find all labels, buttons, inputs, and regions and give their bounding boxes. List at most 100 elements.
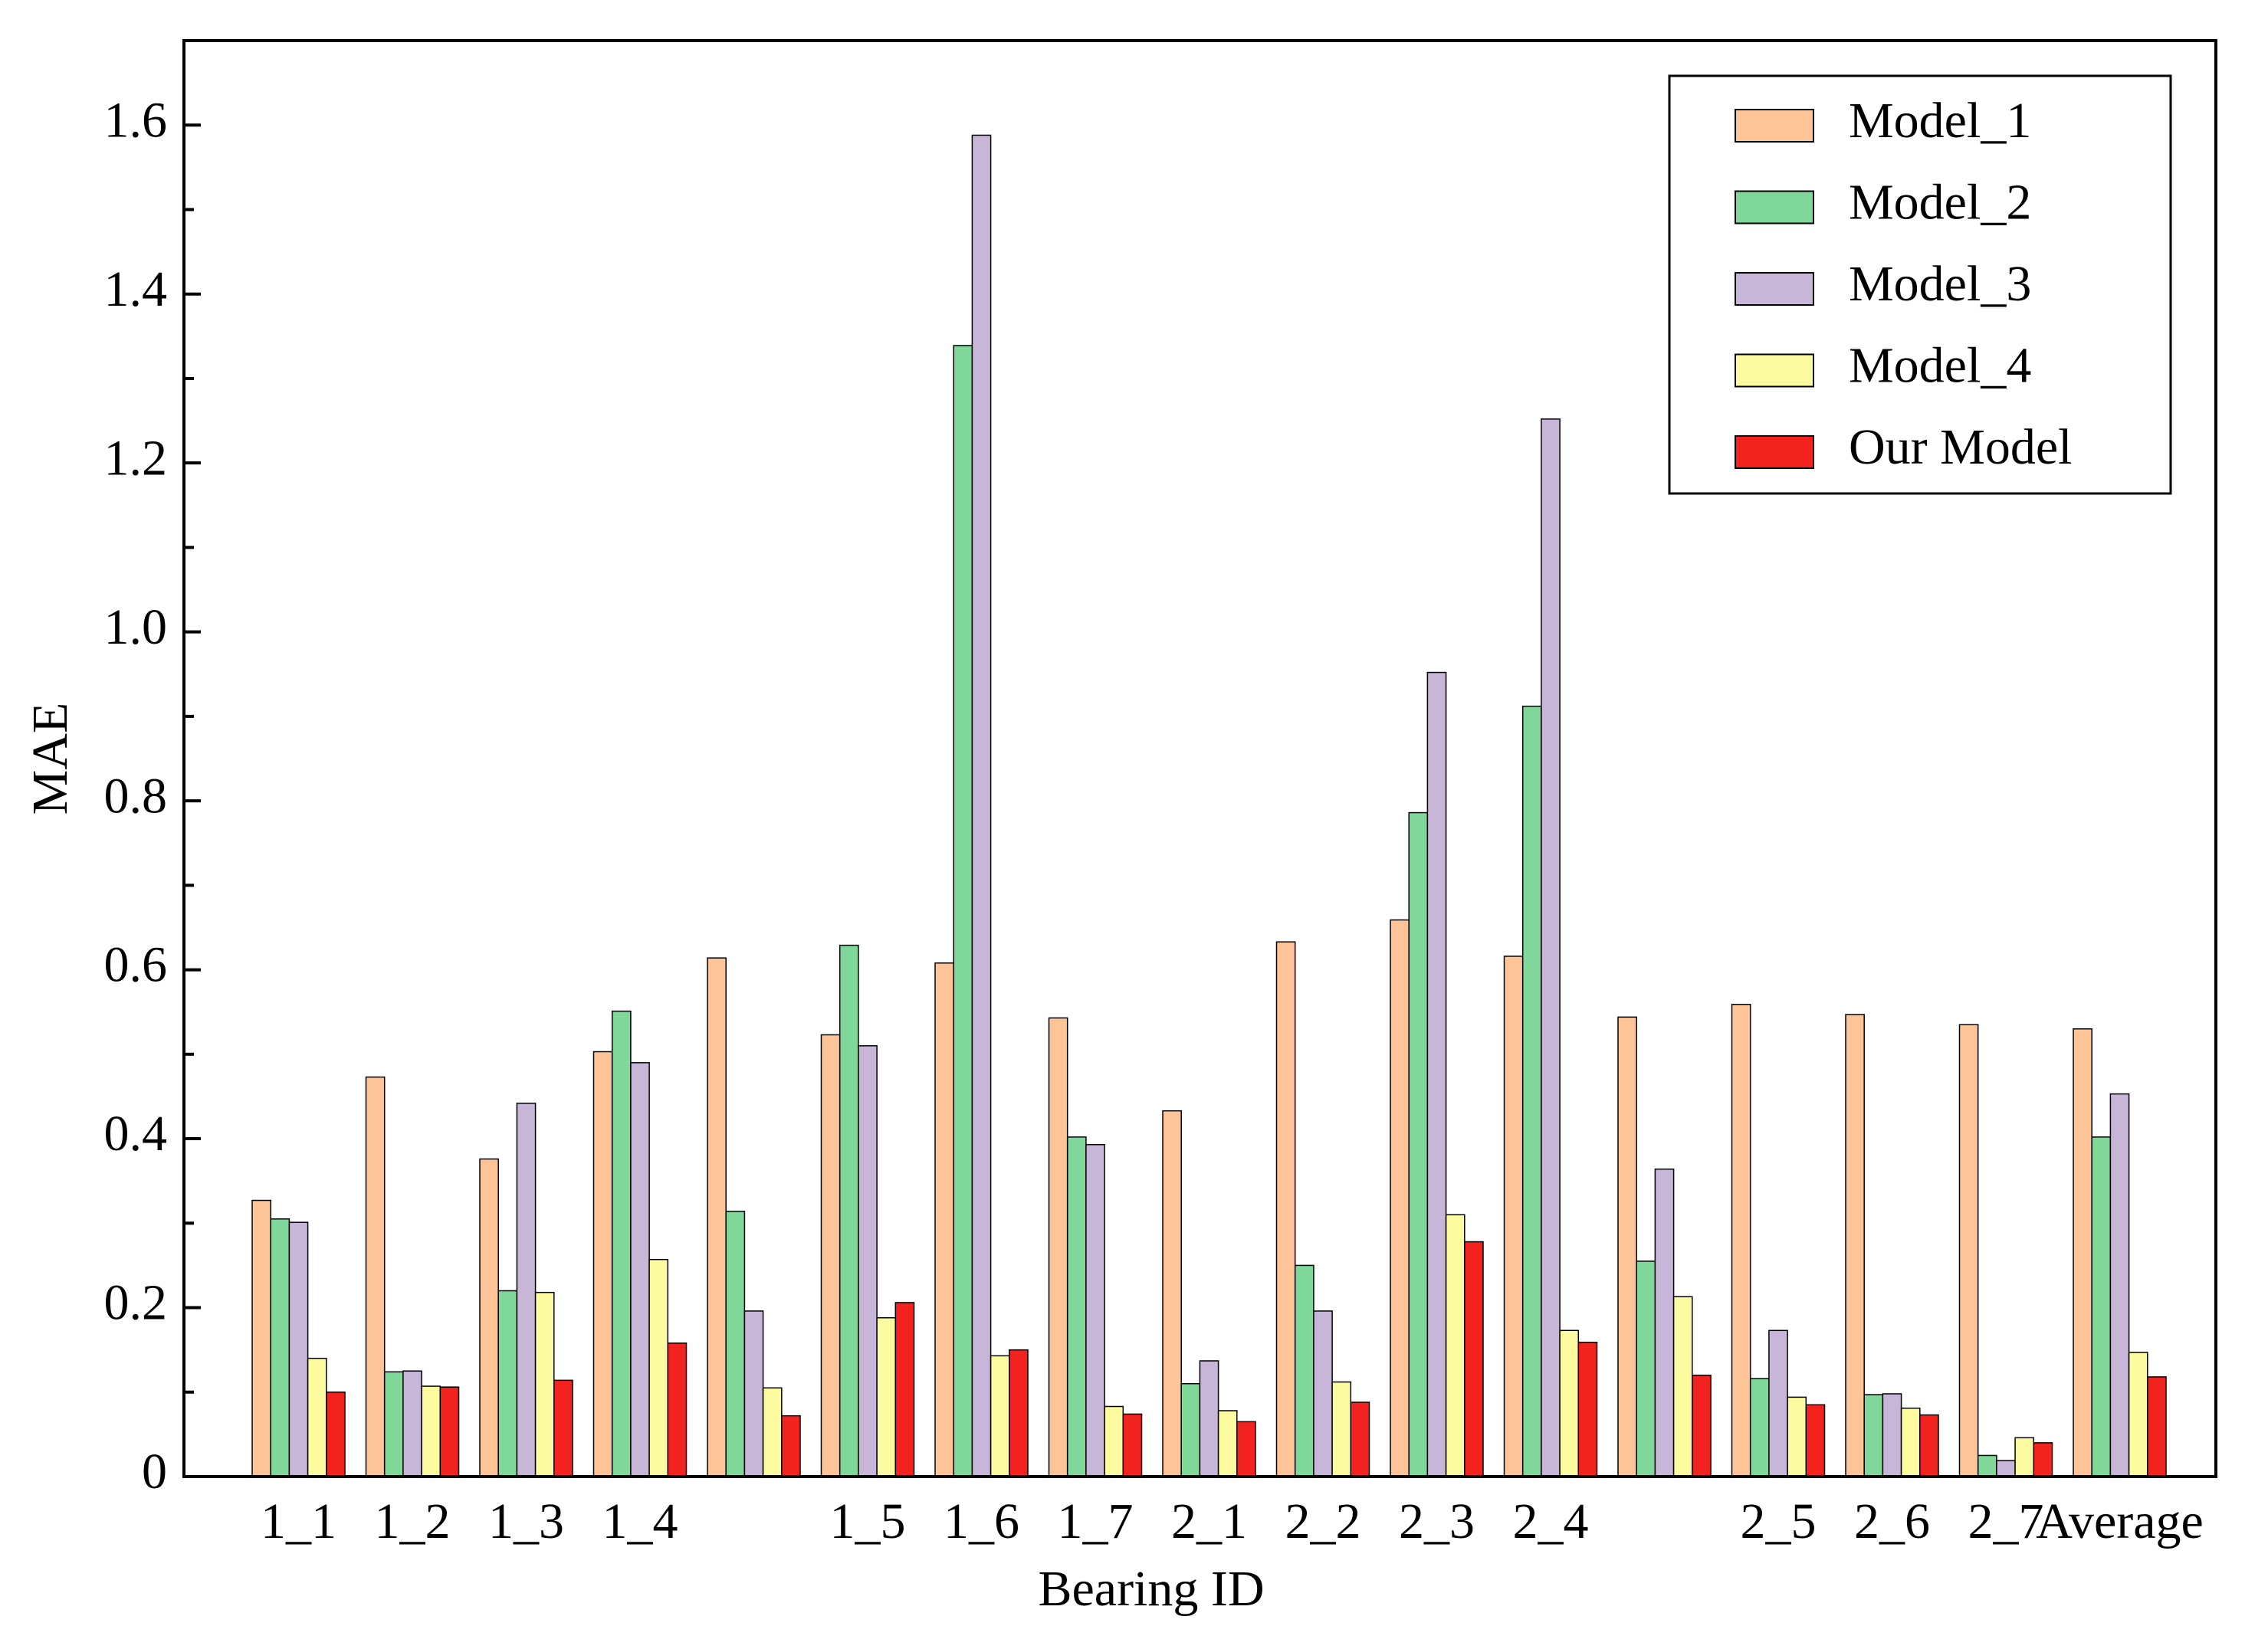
y-tick-label: 0.6 [104, 937, 168, 993]
bar [402, 1370, 422, 1477]
bar [1331, 1381, 1352, 1477]
bar [1521, 705, 1542, 1477]
bar [762, 1387, 783, 1477]
bar [1503, 956, 1524, 1477]
bar [1845, 1014, 1865, 1477]
x-tick-label: 2_4 [1513, 1493, 1589, 1549]
bar [1275, 941, 1296, 1477]
bar [1180, 1382, 1201, 1477]
x-tick-label: 2_5 [1741, 1493, 1817, 1549]
y-tick-label: 0 [142, 1444, 167, 1500]
bar [2073, 1028, 2092, 1477]
bar [1749, 1378, 1770, 1477]
bar [971, 134, 992, 1477]
bar [1445, 1214, 1466, 1477]
bar [1900, 1407, 1921, 1477]
bar [707, 957, 727, 1477]
legend-swatch [1735, 353, 1814, 388]
bar [270, 1218, 290, 1477]
bar [2091, 1136, 2112, 1477]
y-tick-label: 1.6 [104, 92, 168, 148]
bar [990, 1355, 1010, 1477]
bar [1636, 1261, 1656, 1477]
bar [648, 1258, 669, 1477]
bar [421, 1385, 441, 1477]
bar [2128, 1352, 2148, 1477]
bar [1882, 1393, 1902, 1477]
bar [1577, 1341, 1598, 1477]
bar [1408, 811, 1429, 1477]
bar [858, 1045, 878, 1477]
bar [1617, 1016, 1637, 1477]
x-tick-label: 1_3 [488, 1493, 564, 1549]
x-tick-label: 2_2 [1285, 1493, 1361, 1549]
bar [1919, 1414, 1939, 1477]
bar [894, 1302, 915, 1477]
y-axis-label: MAE [22, 703, 78, 815]
legend-swatch [1735, 435, 1814, 469]
bar [383, 1371, 404, 1477]
legend-swatch [1735, 190, 1814, 225]
legend-label: Our Model [1849, 419, 2072, 475]
bar [1863, 1394, 1884, 1477]
bar [1787, 1396, 1807, 1477]
bar [1066, 1136, 1087, 1477]
y-tick-label: 1.2 [104, 430, 168, 486]
bar [1313, 1310, 1333, 1477]
bar [876, 1317, 897, 1477]
x-tick-label: 1_1 [261, 1493, 336, 1549]
bar [839, 944, 859, 1477]
bar [1958, 1024, 1979, 1477]
bar [1350, 1401, 1370, 1477]
bar [1996, 1460, 2016, 1477]
bar [516, 1103, 537, 1477]
bar [2147, 1376, 2167, 1477]
bar [611, 1010, 632, 1477]
x-tick-label: 1_4 [602, 1493, 678, 1549]
x-tick-label: 2_1 [1171, 1493, 1247, 1549]
bar [1654, 1168, 1675, 1477]
x-tick-label: 2_7 [1968, 1493, 2044, 1549]
legend-label: Model_4 [1849, 338, 2031, 394]
x-tick-label: 1_7 [1058, 1493, 1134, 1549]
x-tick-label: 1_2 [375, 1493, 451, 1549]
legend-swatch [1735, 272, 1814, 306]
bar [365, 1076, 386, 1477]
bar [1162, 1110, 1182, 1477]
legend-label: Model_2 [1849, 175, 2031, 231]
bar [1199, 1360, 1219, 1477]
legend-label: Model_1 [1849, 93, 2031, 149]
bar [953, 345, 973, 1477]
bar [1805, 1404, 1826, 1477]
bar [1672, 1296, 1693, 1477]
bar [439, 1386, 460, 1477]
plot-frame [182, 39, 2217, 1478]
bar [1122, 1413, 1143, 1477]
bar [2033, 1442, 2053, 1477]
bar [326, 1392, 346, 1477]
bar [592, 1051, 613, 1477]
x-tick-label: 1_5 [830, 1493, 906, 1549]
bar [1009, 1349, 1029, 1477]
legend-swatch [1735, 109, 1814, 143]
bar [1731, 1004, 1751, 1477]
bar [307, 1357, 327, 1477]
bar [497, 1290, 518, 1477]
bar [534, 1291, 555, 1477]
bar [1236, 1421, 1256, 1477]
bar [2109, 1093, 2130, 1477]
bar [725, 1211, 746, 1477]
bar [1464, 1241, 1484, 1477]
y-tick-label: 0.4 [104, 1106, 168, 1162]
bar [1217, 1410, 1238, 1477]
bar [553, 1379, 573, 1477]
bar [1977, 1454, 1997, 1477]
bar [1294, 1264, 1315, 1477]
bar [251, 1199, 271, 1477]
bar [743, 1310, 764, 1477]
bar [1692, 1374, 1712, 1477]
bar [479, 1158, 499, 1477]
bar [1541, 418, 1561, 1477]
x-tick-label: 2_3 [1399, 1493, 1475, 1549]
